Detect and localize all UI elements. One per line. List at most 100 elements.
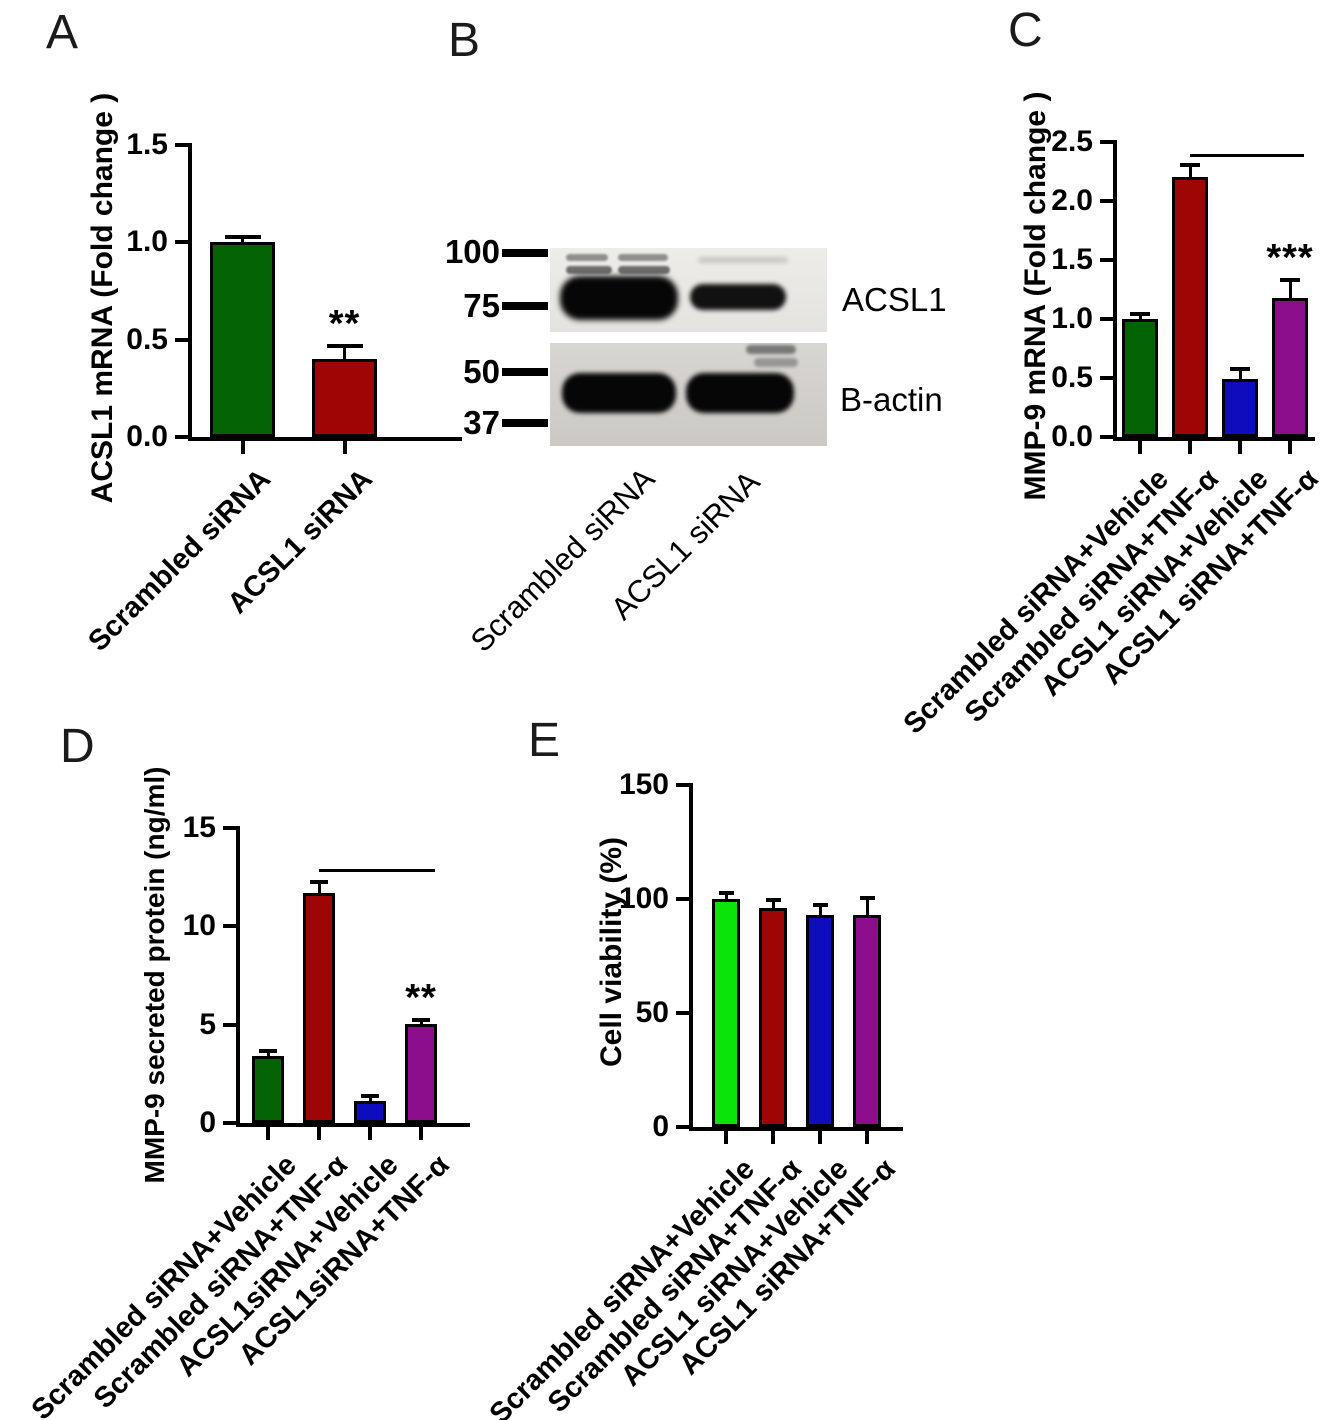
y-tick [223,924,236,929]
y-tick-label: 1.5 [1051,243,1093,276]
error-bar-cap [812,902,828,907]
x-tick [771,1131,775,1144]
y-tick-label: 0.5 [126,322,168,356]
blot-band-acsl1-lane2 [690,284,786,310]
blot-faint-band [618,254,668,261]
y-axis-title-cell-viability: Cell viability (%) [595,836,628,1068]
error-bar-stem [1288,281,1292,298]
y-tick [676,1125,689,1129]
blot-faint-band [566,266,612,274]
y-tick [223,1121,236,1125]
y-tick-label: 5 [199,1007,216,1041]
y-tick [1100,317,1113,321]
x-axis-line [689,1127,903,1131]
panel-label-c: C [1008,4,1043,57]
error-bar-stem [266,1052,270,1057]
error-bar-cap [412,1018,430,1023]
error-bar-cap [326,344,363,349]
significance-line [1190,153,1304,157]
significance-stars: *** [1266,237,1314,280]
y-tick-label: 0.0 [126,420,168,453]
panel-label-d: D [60,720,95,773]
blot-membrane-bactin [550,343,827,446]
error-bar-stem [1138,315,1142,319]
y-tick-label: 10 [182,909,216,943]
x-tick [317,1127,321,1140]
y-tick [676,1011,689,1015]
band-label-acsl1: ACSL1 [842,281,947,318]
y-tick [223,826,236,830]
lane-label-scrambled-sirna: Scrambled siRNA [464,461,662,659]
x-tick [419,1127,423,1140]
error-bar-cap [859,896,875,900]
blot-faint-band [746,345,796,354]
y-tick-label: 1.5 [126,128,168,161]
bar [405,1023,437,1123]
y-axis-line [1113,140,1117,441]
x-tick [1238,441,1242,454]
x-tick [240,441,245,454]
y-tick [676,897,689,901]
y-tick [1100,376,1113,380]
x-axis-line [188,437,462,441]
bar [1222,379,1258,437]
error-bar-cap [224,235,261,240]
error-bar-stem [343,347,346,360]
error-bar-stem [1238,369,1242,380]
y-tick [175,435,188,439]
blot-faint-band [754,358,798,367]
bar [1122,319,1158,437]
mw-marker-label-75: 75 [463,287,500,324]
bar [354,1101,386,1123]
bar [303,892,335,1123]
blot-band-acsl1-lane1 [560,276,678,320]
y-tick-label: 1.0 [126,225,168,259]
y-tick-label: 2.5 [1051,125,1093,158]
mw-marker-label-50: 50 [463,353,500,390]
error-bar-cap [1280,278,1300,283]
y-tick [175,143,188,147]
bar [759,908,787,1127]
error-bar-stem [818,905,822,915]
y-tick [1100,435,1113,439]
y-tick-label: 1.0 [1051,302,1093,335]
mw-marker-dash-37 [502,419,548,427]
x-axis-line [1113,437,1315,441]
y-axis-line [236,826,240,1127]
bar [712,899,740,1127]
y-tick-label: 100 [618,882,669,915]
x-tick [1288,441,1292,454]
bar [210,242,275,437]
x-tick [724,1131,728,1144]
y-tick-label: 0.5 [1051,361,1093,394]
error-bar-cap [718,891,734,896]
x-tick [342,441,347,454]
bar [312,359,377,437]
significance-line [319,869,435,873]
error-bar-cap [765,898,781,903]
y-tick [1100,199,1113,203]
panel-label-b: B [448,14,481,67]
mw-marker-label-100: 100 [444,233,500,270]
error-bar-stem [865,899,869,915]
panel-label-a: A [46,6,79,59]
y-axis-line [188,143,192,441]
y-tick-label: 150 [618,768,669,801]
x-tick [818,1131,822,1144]
y-tick [175,337,188,342]
bar [853,914,881,1127]
x-tick [368,1127,372,1140]
y-tick [175,240,188,245]
bar [1272,297,1308,437]
error-bar-cap [310,880,328,885]
error-bar-cap [1230,366,1250,371]
error-bar-stem [241,238,244,243]
blot-band-bactin-lane1 [562,373,676,413]
y-tick-label: 15 [182,811,216,844]
x-tick [266,1127,270,1140]
y-tick [1100,140,1113,144]
mw-marker-dash-75 [502,302,548,310]
x-tick [865,1131,869,1144]
error-bar-stem [419,1021,423,1024]
band-label-bactin: B-actin [840,381,943,418]
